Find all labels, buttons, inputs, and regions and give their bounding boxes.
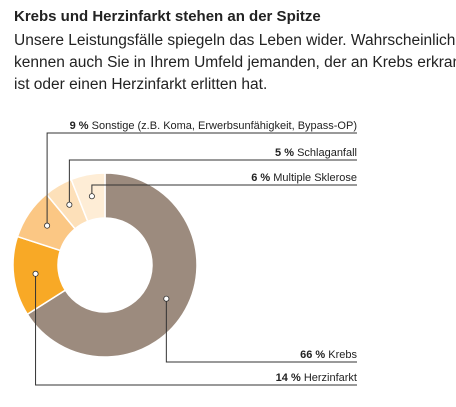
leader-line — [91, 184, 357, 197]
value-label: 66 % — [300, 349, 325, 361]
donut-segment — [26, 172, 198, 358]
text-line: Unsere Leistungsfälle spiegeln das Leben… — [14, 32, 456, 49]
leader-dot — [88, 193, 95, 200]
segment-label: 5 % Schlaganfall — [275, 147, 357, 159]
text-line: kennen auch Sie in Ihrem Umfeld jemanden… — [14, 54, 456, 71]
value-label: 5 % — [275, 147, 294, 159]
segment-label: 6 % Multiple Sklerose — [251, 172, 357, 184]
category-label: Multiple Sklerose — [273, 172, 357, 184]
category-label: Herzinfarkt — [304, 372, 357, 384]
segment-label: 66 % Krebs — [300, 349, 357, 361]
segment-label: 14 % Herzinfarkt — [276, 372, 357, 384]
value-label: 9 % — [70, 120, 89, 132]
category-label: Schlaganfall — [297, 147, 357, 159]
leader-dot — [32, 270, 39, 277]
leader-line — [68, 159, 357, 205]
leader-line — [165, 298, 357, 363]
title: Krebs und Herzinfarkt stehen an der Spit… — [14, 8, 321, 25]
category-label: Sonstige (z.B. Koma, Erwerbsunfähigkeit,… — [92, 120, 357, 132]
leader-line — [35, 273, 357, 386]
category-label: Krebs — [328, 349, 357, 361]
value-label: 14 % — [276, 372, 301, 384]
segment-label: 9 % Sonstige (z.B. Koma, Erwerbsunfähigk… — [70, 120, 357, 132]
leader-dot — [66, 201, 73, 208]
value-label: 6 % — [251, 172, 270, 184]
leader-dot — [44, 222, 51, 229]
leader-dot — [163, 295, 170, 302]
leader-line — [46, 132, 357, 226]
text-line: ist oder einen Herzinfarkt erlitten hat. — [14, 76, 268, 93]
intro-text: Unsere Leistungsfälle spiegeln das Leben… — [14, 30, 456, 96]
